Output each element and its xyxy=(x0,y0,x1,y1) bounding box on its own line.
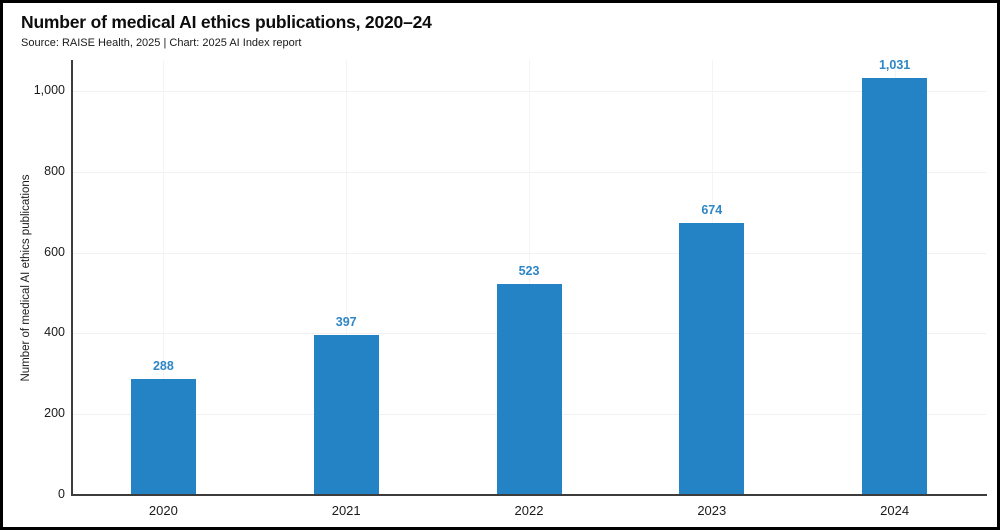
y-tick-label: 800 xyxy=(44,163,65,178)
bar xyxy=(130,378,196,495)
bar xyxy=(679,222,745,495)
y-axis-line xyxy=(71,60,73,495)
plot-area: 288 2020 397 2021 523 2022 674 2023 1,031 2024 0 20… xyxy=(3,3,997,527)
bar-value-label: 1,031 xyxy=(878,58,911,73)
x-tick-label: 2022 xyxy=(514,503,544,518)
bar-value-label: 674 xyxy=(701,202,723,217)
chart-source: Source: RAISE Health, 2025 | Chart: 2025… xyxy=(21,37,302,49)
y-tick-label: 1,000 xyxy=(33,83,65,97)
bar-value-label: 288 xyxy=(152,358,174,373)
chart-title: Number of medical AI ethics publications… xyxy=(21,12,432,32)
bar xyxy=(862,78,928,495)
x-tick-label: 2020 xyxy=(148,503,178,518)
v-gridline xyxy=(529,60,530,495)
x-tick-label: 2024 xyxy=(880,503,910,518)
y-tick-label: 400 xyxy=(44,325,65,340)
y-tick-label: 600 xyxy=(44,244,65,259)
x-axis-line xyxy=(71,494,987,496)
bar-value-label: 397 xyxy=(335,314,357,329)
v-gridline xyxy=(346,60,348,495)
bar xyxy=(313,334,379,495)
bar xyxy=(496,283,562,495)
x-tick-label: 2023 xyxy=(697,503,727,518)
v-gridline xyxy=(163,60,165,495)
x-tick-label: 2021 xyxy=(331,503,361,518)
bar-value-label: 523 xyxy=(518,263,540,278)
y-tick-label: 0 xyxy=(58,487,65,501)
y-tick-label: 200 xyxy=(44,406,65,421)
